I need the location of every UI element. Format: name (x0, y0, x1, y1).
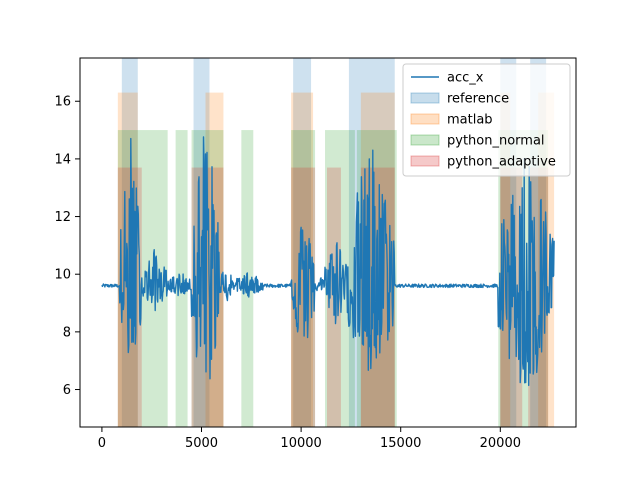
y-tick-label: 6 (63, 383, 71, 398)
legend-box (402, 63, 571, 177)
legend-label-acc_x: acc_x (447, 71, 484, 86)
y-tick-label: 16 (54, 95, 71, 110)
span-python_normal-1 (175, 130, 188, 427)
span-python_adaptive-2 (291, 167, 316, 427)
x-tick-label: 20000 (480, 436, 521, 451)
series-line-acc_x (101, 136, 555, 387)
legend-label-python_adaptive: python_adaptive (447, 155, 556, 170)
y-axis: 6 8 10 12 14 16 (54, 95, 80, 398)
legend: acc_x reference matlab python_normal python_… (402, 63, 571, 177)
legend-swatch-reference (410, 92, 440, 104)
legend-label-reference: reference (447, 92, 509, 107)
x-tick-label: 15000 (380, 436, 421, 451)
y-tick-label: 14 (54, 152, 71, 167)
x-tick-label: 5000 (185, 436, 218, 451)
line-layer (101, 136, 555, 387)
legend-label-python_normal: python_normal (447, 134, 545, 149)
x-tick-label: 10000 (280, 436, 321, 451)
y-tick-label: 10 (54, 268, 71, 283)
y-tick-label: 12 (54, 210, 71, 225)
x-axis: 0 5000 10000 15000 20000 (98, 427, 521, 451)
x-tick-label: 0 (98, 436, 106, 451)
legend-label-matlab: matlab (447, 113, 493, 128)
legend-swatch-python_adaptive (410, 155, 440, 167)
legend-swatch-python_normal (410, 134, 440, 146)
y-tick-label: 8 (63, 325, 71, 340)
plot-frame (79, 57, 577, 428)
legend-swatch-matlab (410, 113, 440, 125)
